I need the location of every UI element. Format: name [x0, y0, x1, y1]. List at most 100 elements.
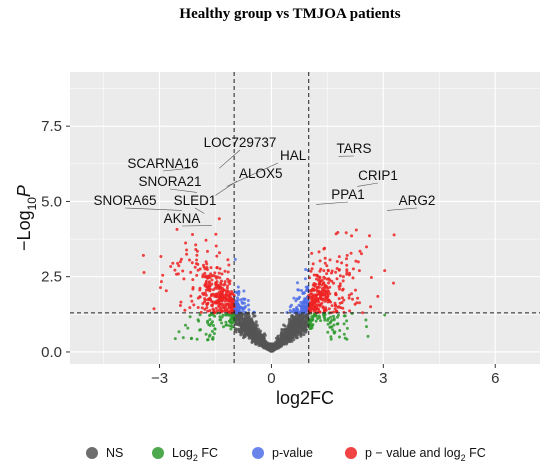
data-point [230, 305, 234, 309]
data-point [323, 285, 326, 289]
data-point [322, 315, 326, 319]
gene-label: TARS [336, 141, 371, 156]
data-point [177, 330, 181, 334]
data-point [323, 299, 327, 303]
data-point [210, 293, 213, 297]
data-point [327, 299, 331, 303]
data-point [188, 315, 192, 319]
legend-swatch [152, 447, 164, 459]
data-point [226, 277, 230, 281]
data-point [368, 234, 371, 238]
data-point [300, 305, 304, 309]
data-point [345, 263, 349, 267]
data-point [218, 298, 222, 302]
data-point [318, 275, 322, 279]
data-point [178, 260, 182, 264]
gene-label: ARG2 [399, 193, 436, 208]
data-point [228, 297, 232, 301]
data-point [345, 326, 349, 330]
data-point [228, 292, 232, 296]
data-point [204, 288, 208, 292]
data-point [226, 289, 230, 293]
data-point [337, 285, 341, 288]
data-point [335, 322, 339, 326]
data-point [240, 300, 244, 304]
data-point [208, 333, 212, 337]
data-point [210, 278, 214, 282]
data-point [217, 308, 221, 312]
data-point [319, 291, 323, 295]
data-point [228, 314, 232, 317]
data-point [171, 261, 175, 265]
data-point [211, 307, 215, 311]
data-point [353, 302, 357, 306]
data-point [254, 320, 258, 324]
gene-label: CRIP1 [358, 168, 398, 183]
data-point [338, 329, 342, 332]
data-point [245, 320, 248, 324]
data-point [364, 318, 368, 322]
data-point [326, 293, 330, 297]
legend-label: NS [106, 446, 123, 460]
data-point [334, 292, 338, 296]
data-point [235, 311, 239, 315]
data-point [289, 324, 292, 328]
data-point [246, 299, 250, 302]
data-point [326, 287, 330, 290]
data-point [232, 299, 235, 303]
data-point [195, 258, 199, 262]
data-point [369, 305, 373, 309]
data-point [317, 314, 321, 318]
data-point [325, 272, 329, 276]
data-point [284, 337, 288, 341]
data-point [191, 287, 195, 291]
data-point [315, 289, 319, 293]
data-point [222, 288, 226, 292]
data-point [185, 248, 189, 252]
data-point [309, 269, 313, 273]
data-point [239, 305, 242, 309]
data-point [203, 283, 207, 287]
data-point [179, 257, 183, 261]
data-point [209, 321, 213, 325]
data-point [214, 306, 218, 310]
data-point [365, 245, 368, 249]
data-point [303, 304, 307, 308]
data-point [254, 341, 258, 345]
data-point [361, 311, 365, 315]
data-point [345, 272, 349, 276]
data-point [228, 324, 232, 328]
data-point [239, 315, 243, 319]
data-point [189, 294, 193, 298]
data-point [214, 281, 218, 285]
data-point [194, 243, 198, 247]
data-point [244, 329, 248, 333]
gene-label: SCARNA16 [127, 156, 198, 171]
data-point [190, 336, 193, 340]
y-tick-label: 2.5 [41, 269, 62, 286]
data-point [330, 304, 334, 308]
y-axis-ticks: 0.0 2.5 5.0 7.5 [41, 118, 70, 361]
data-point [195, 253, 199, 257]
data-point [206, 276, 210, 280]
legend-label: Log2 FC [172, 446, 218, 463]
data-point [326, 322, 330, 326]
data-point [301, 291, 305, 295]
data-point [246, 303, 250, 307]
data-point [230, 290, 233, 293]
data-point [190, 299, 194, 303]
data-point [332, 323, 336, 327]
gene-label: PPA1 [331, 187, 365, 202]
data-point [290, 310, 294, 314]
data-point [206, 309, 210, 313]
data-point [292, 338, 296, 341]
data-point [310, 251, 314, 255]
data-point [322, 307, 326, 311]
data-point [302, 333, 306, 337]
data-point [289, 335, 293, 339]
data-point [283, 332, 287, 336]
data-point [214, 244, 218, 248]
data-point [316, 286, 319, 289]
data-point [181, 269, 185, 273]
